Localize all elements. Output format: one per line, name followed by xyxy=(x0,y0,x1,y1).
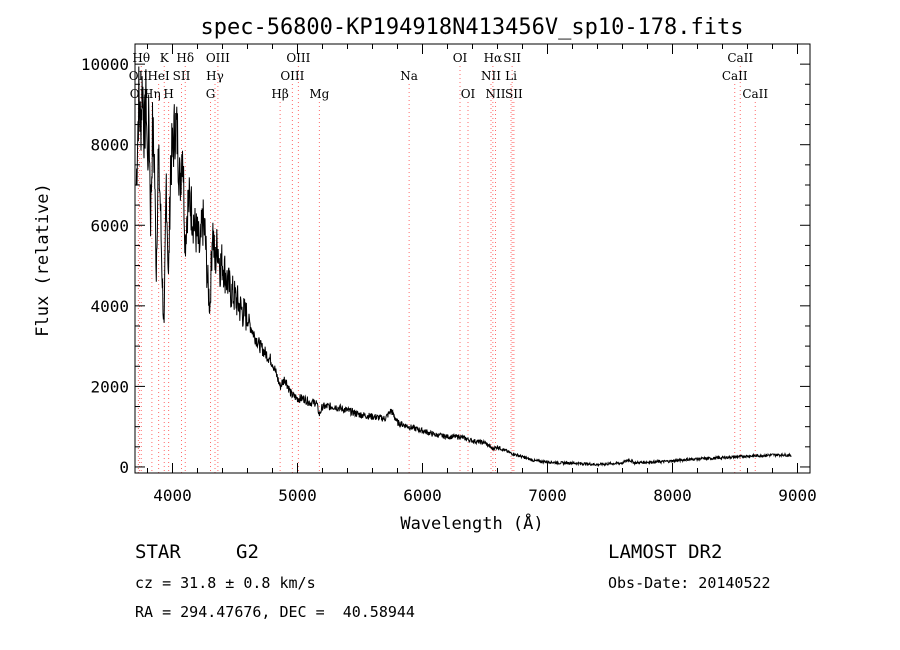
marker-label: G xyxy=(206,87,216,101)
x-tick-label: 7000 xyxy=(528,486,567,505)
marker-label: H xyxy=(163,87,173,101)
redshift-value: cz = 31.8 ± 0.8 km/s xyxy=(135,574,316,592)
x-tick-label: 6000 xyxy=(403,486,442,505)
marker-label: Hβ xyxy=(271,87,288,101)
marker-label: K xyxy=(160,51,170,65)
marker-label: SII xyxy=(505,87,523,101)
marker-label: NII xyxy=(486,87,506,101)
y-axis-label: Flux (relative) xyxy=(33,183,53,337)
y-tick-label: 4000 xyxy=(90,297,129,316)
x-tick-label: 4000 xyxy=(153,486,192,505)
marker-label: CaII xyxy=(722,69,748,83)
x-tick-label: 5000 xyxy=(278,486,317,505)
marker-label: OI xyxy=(461,87,476,101)
marker-label: Hα xyxy=(484,51,503,65)
spectrum-series-line xyxy=(135,66,792,467)
object-class: STAR xyxy=(135,541,181,563)
marker-label: Na xyxy=(400,69,418,83)
marker-label: Hθ xyxy=(132,51,150,65)
marker-label: OIII xyxy=(206,51,230,65)
y-tick-label: 10000 xyxy=(81,55,129,74)
y-tick-label: 6000 xyxy=(90,216,129,235)
marker-label: Li xyxy=(505,69,517,83)
y-tick-label: 0 xyxy=(119,458,129,477)
marker-label: HeI xyxy=(147,69,170,83)
observation-date: Obs-Date: 20140522 xyxy=(608,574,771,592)
object-subclass: G2 xyxy=(236,541,259,563)
marker-label: OIII xyxy=(280,69,304,83)
x-tick-label: 8000 xyxy=(653,486,692,505)
sky-coordinates: RA = 294.47676, DEC = 40.58944 xyxy=(135,603,415,621)
plot-frame xyxy=(134,43,811,474)
marker-label: Hγ xyxy=(206,69,224,83)
marker-label: Hη xyxy=(143,87,161,101)
survey-name: LAMOST DR2 xyxy=(608,541,723,563)
chart-title: spec-56800-KP194918N413456V_sp10-178.fit… xyxy=(200,15,743,40)
marker-label: SII xyxy=(173,69,191,83)
marker-label: Hδ xyxy=(176,51,194,65)
marker-label: Mg xyxy=(309,87,329,101)
spectral-line-markers xyxy=(137,66,756,473)
axis-ticks: 4000 5000 6000 7000 8000 9000 0 2000 4000 6000 800… xyxy=(81,44,817,505)
marker-label: NII xyxy=(481,69,501,83)
marker-label: SII xyxy=(503,51,521,65)
y-tick-label: 8000 xyxy=(90,136,129,155)
marker-label: CaII xyxy=(727,51,753,65)
marker-label: OI xyxy=(453,51,468,65)
marker-label: OIII xyxy=(286,51,310,65)
x-tick-label: 9000 xyxy=(778,486,817,505)
marker-label: CaII xyxy=(742,87,768,101)
x-axis-label: Wavelength (Å) xyxy=(400,512,543,534)
y-tick-label: 2000 xyxy=(90,377,129,396)
